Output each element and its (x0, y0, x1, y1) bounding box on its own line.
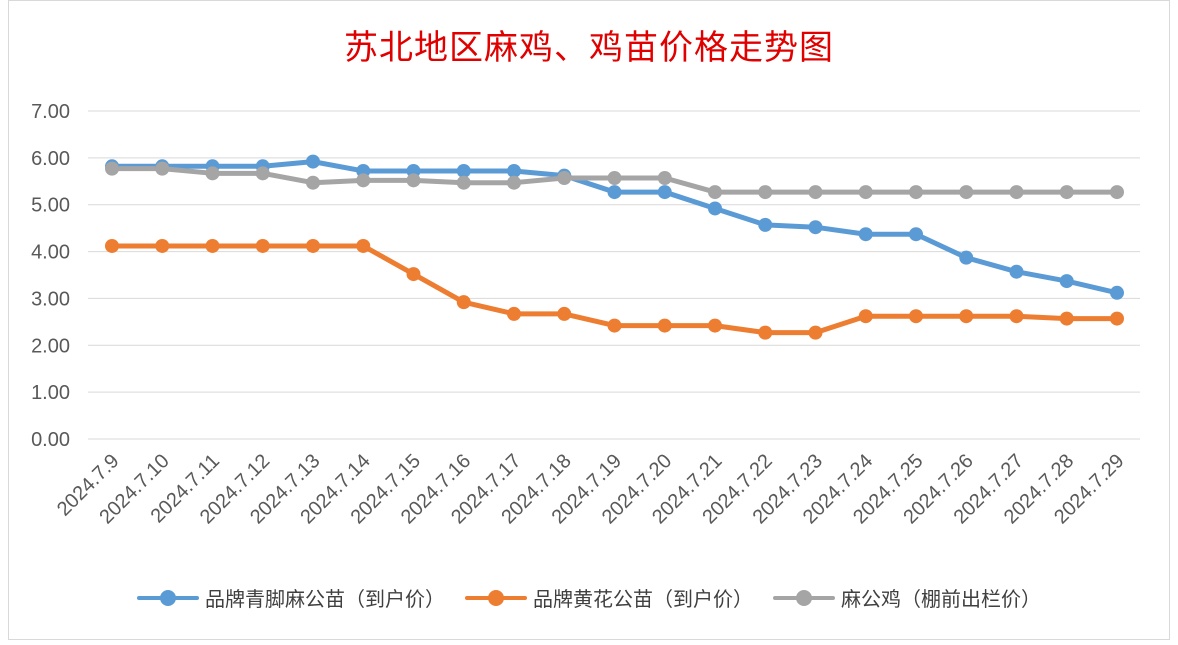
data-point-orange (356, 238, 371, 253)
data-point-orange (507, 306, 521, 321)
legend-item-blue: 品牌青脚麻公苗（到户价） (137, 583, 445, 612)
data-point-orange (1110, 311, 1124, 326)
y-tick-label: 5.00 (31, 195, 70, 217)
data-point-gray (105, 161, 119, 176)
y-tick-label: 4.00 (31, 242, 70, 264)
data-point-orange (858, 309, 873, 324)
data-point-gray (959, 185, 974, 200)
data-point-blue (758, 217, 773, 232)
data-point-gray (607, 171, 622, 186)
data-point-orange (607, 318, 622, 333)
data-point-orange (406, 267, 421, 282)
data-point-blue (306, 154, 320, 169)
data-point-blue (607, 185, 622, 200)
legend-label-orange: 品牌黄花公苗（到户价） (533, 587, 753, 611)
data-point-blue (456, 163, 471, 178)
data-point-gray (708, 185, 722, 200)
data-point-gray (306, 175, 320, 190)
data-point-orange (306, 238, 320, 253)
data-point-orange (959, 309, 974, 324)
data-point-gray (1059, 185, 1074, 200)
data-point-gray (155, 161, 170, 176)
data-point-orange (456, 295, 471, 310)
data-point-gray (909, 185, 923, 200)
y-tick-label: 2.00 (31, 335, 70, 357)
data-point-orange (657, 318, 672, 333)
data-point-blue (858, 227, 873, 242)
legend-marker-orange (465, 588, 527, 608)
chart-title: 苏北地区麻鸡、鸡苗价格走势图 (344, 28, 834, 68)
data-point-blue (959, 250, 974, 265)
data-point-blue (1110, 285, 1124, 300)
data-point-orange (255, 238, 270, 253)
legend-label-blue: 品牌青脚麻公苗（到户价） (205, 587, 445, 611)
legend-label-gray: 麻公鸡（棚前出栏价） (841, 587, 1041, 611)
data-point-orange (105, 238, 119, 253)
data-point-orange (557, 306, 572, 321)
y-tick-label: 0.00 (31, 429, 70, 451)
data-point-blue (909, 227, 923, 242)
legend-marker-blue (137, 588, 199, 608)
y-tick-label: 6.00 (31, 148, 70, 170)
data-point-gray (406, 173, 421, 188)
y-tick-label: 3.00 (31, 288, 70, 310)
data-point-gray (858, 185, 873, 200)
data-point-gray (557, 171, 572, 186)
data-point-gray (1009, 185, 1024, 200)
data-point-gray (507, 175, 521, 190)
legend-item-gray: 麻公鸡（棚前出栏价） (773, 583, 1041, 612)
data-point-gray (1110, 185, 1124, 200)
data-point-gray (205, 166, 220, 181)
data-point-gray (657, 171, 672, 186)
data-point-blue (507, 163, 521, 178)
data-point-orange (708, 318, 722, 333)
legend-item-orange: 品牌黄花公苗（到户价） (465, 583, 753, 612)
data-point-gray (758, 185, 773, 200)
data-point-gray (456, 175, 471, 190)
data-point-orange (808, 325, 823, 340)
data-point-gray (808, 185, 823, 200)
y-tick-label: 7.00 (31, 101, 70, 123)
data-point-blue (657, 185, 672, 200)
data-point-blue (1059, 274, 1074, 289)
data-point-orange (205, 238, 220, 253)
data-point-orange (909, 309, 923, 324)
data-point-orange (1009, 309, 1024, 324)
legend: 品牌青脚麻公苗（到户价） 品牌黄花公苗（到户价） 麻公鸡（棚前出栏价） (0, 583, 1178, 612)
legend-marker-gray (773, 588, 835, 608)
data-point-gray (255, 166, 270, 181)
data-point-gray (356, 173, 371, 188)
data-point-blue (708, 201, 722, 216)
data-point-blue (1009, 264, 1024, 279)
data-point-orange (1059, 311, 1074, 326)
data-point-blue (808, 220, 823, 235)
data-point-orange (758, 325, 773, 340)
data-point-orange (155, 238, 170, 253)
y-tick-label: 1.00 (31, 382, 70, 404)
